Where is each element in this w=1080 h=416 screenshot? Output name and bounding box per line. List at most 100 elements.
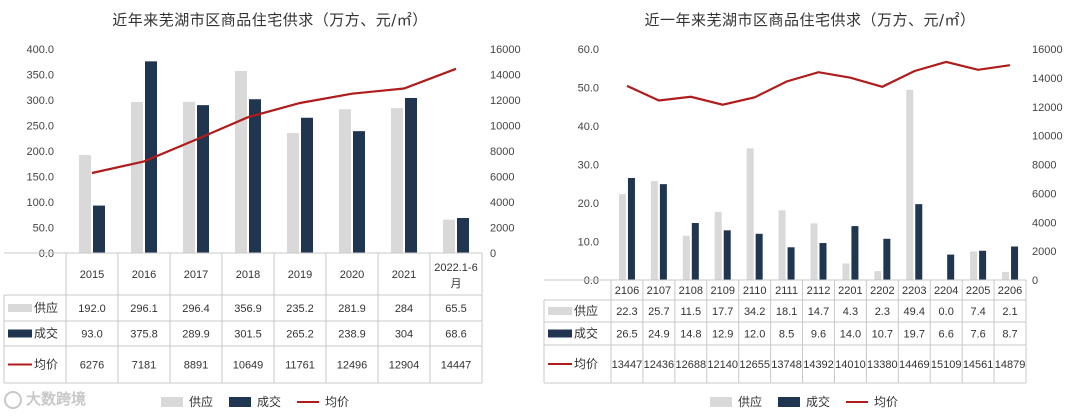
supply-bar [650, 181, 658, 280]
deal-bar [851, 226, 859, 280]
table-cell: 375.8 [130, 329, 158, 341]
table-cell: 14.8 [680, 329, 701, 341]
category-label: 2201 [838, 285, 862, 297]
y-right-tick: 0 [490, 248, 496, 260]
table-cell: 7.4 [970, 306, 985, 318]
table-cell: 4.3 [843, 306, 858, 318]
y-right-tick: 0 [1032, 275, 1038, 287]
y-right-tick: 12000 [1032, 102, 1063, 114]
row-supply-swatch [8, 304, 32, 312]
price-line [626, 60, 1011, 106]
table-cell: 14447 [441, 360, 472, 372]
category-label: 2110 [743, 285, 767, 297]
category-label: 2107 [647, 285, 671, 297]
legend-supply-label: 供应 [738, 395, 763, 409]
brand-watermark: 大数跨境 [4, 388, 86, 409]
table-cell: 12688 [676, 359, 707, 371]
row-header: 成交 [574, 326, 598, 341]
table-cell: 14469 [899, 359, 930, 371]
table-cell: 26.5 [616, 329, 637, 341]
y-right-tick: 8000 [1032, 160, 1056, 172]
deal-bar [755, 233, 763, 280]
legend-deal-label: 成交 [806, 395, 831, 409]
y-left-tick: 30.0 [578, 160, 599, 172]
right-chart-title: 近一年来芜湖市区商品住宅供求（万方、元/㎡） [644, 11, 976, 29]
row-deal-swatch [8, 329, 32, 338]
supply-bar [874, 271, 882, 280]
price-line [91, 67, 457, 175]
deal-bar [353, 131, 365, 253]
table-cell: 281.9 [338, 303, 366, 315]
table-cell: 296.1 [130, 303, 158, 315]
right-legend: 供应 成交 均价 [710, 393, 898, 410]
table-cell: 15109 [931, 359, 962, 371]
supply-bar [339, 109, 351, 253]
left-legend: 供应 成交 均价 [161, 393, 349, 410]
table-cell: 65.5 [445, 303, 466, 315]
supply-bar [746, 148, 754, 280]
deal-bar [787, 247, 795, 280]
y-right-tick: 10000 [1032, 131, 1063, 143]
table-cell: 13447 [612, 359, 643, 371]
table-cell: 235.2 [286, 303, 314, 315]
y-left-tick: 40.0 [578, 121, 599, 133]
table-cell: 25.7 [648, 306, 669, 318]
right-chart-panel: 近一年来芜湖市区商品住宅供求（万方、元/㎡） 60.0 50.0 40.0 30.0 2… [540, 0, 1080, 416]
supply-bar [391, 108, 403, 253]
y-right-tick: 4000 [1032, 217, 1056, 229]
category-label: 2109 [710, 285, 734, 297]
table-cell: 12.0 [744, 329, 765, 341]
category-label: 2202 [870, 285, 894, 297]
y-left-tick: 60.0 [578, 44, 599, 56]
legend-deal-swatch [778, 396, 801, 407]
y-right-tick: 12000 [490, 95, 521, 107]
brand-logo-icon [4, 390, 22, 409]
right-chart-svg: 60.0 50.0 40.0 30.0 20.0 10.0 0.0 16000 14000 120… [543, 44, 1063, 384]
y-right-tick: 6000 [1032, 188, 1056, 200]
table-cell: 12436 [644, 359, 675, 371]
category-label: 2206 [998, 285, 1022, 297]
supply-bar [906, 89, 914, 280]
supply-bar [183, 101, 195, 253]
row-header: 供应 [574, 303, 598, 318]
row-header: 均价 [574, 357, 598, 371]
supply-bar [714, 211, 722, 280]
y-right-tick: 2000 [490, 223, 514, 235]
category-label: 2204 [934, 285, 958, 297]
table-cell: 289.9 [182, 329, 210, 341]
y-right-tick: 6000 [490, 172, 514, 184]
table-cell: 9.6 [811, 329, 826, 341]
table-cell: 49.4 [904, 306, 925, 318]
table-cell: 11.5 [681, 306, 702, 318]
deal-bar [627, 177, 635, 280]
table-cell: 13380 [867, 359, 898, 371]
legend-supply-label: 供应 [189, 395, 214, 409]
deal-bar [1011, 246, 1019, 280]
category-label: 2108 [679, 285, 703, 297]
table-cell: 12904 [389, 360, 420, 372]
deal-bar [883, 238, 891, 280]
y-left-tick: 350.0 [26, 70, 54, 82]
y-left-tick: 50.0 [578, 83, 599, 95]
deal-bar [723, 230, 731, 280]
table-cell: 301.5 [234, 329, 262, 341]
category-label: 2018 [236, 269, 260, 281]
y-right-tick: 14000 [490, 70, 521, 82]
y-left-tick: 300.0 [26, 95, 54, 107]
category-label: 2111 [775, 285, 798, 297]
table-cell: 10.7 [872, 329, 893, 341]
legend-supply-swatch [710, 396, 732, 407]
y-right-tick: 16000 [1032, 44, 1063, 56]
table-cell: 12655 [739, 359, 770, 371]
row-deal-swatch [548, 329, 572, 338]
supply-bar [79, 155, 91, 253]
y-right-tick: 14000 [1032, 73, 1063, 85]
table-cell: 12.9 [712, 329, 733, 341]
supply-bar [443, 219, 455, 253]
row-supply-swatch [548, 307, 572, 315]
y-left-tick: 150.0 [26, 172, 54, 184]
legend-price-label: 均价 [325, 395, 350, 409]
table-cell: 6276 [80, 360, 104, 372]
table-cell: 68.6 [445, 329, 466, 341]
category-label-suffix: 月 [451, 278, 462, 290]
